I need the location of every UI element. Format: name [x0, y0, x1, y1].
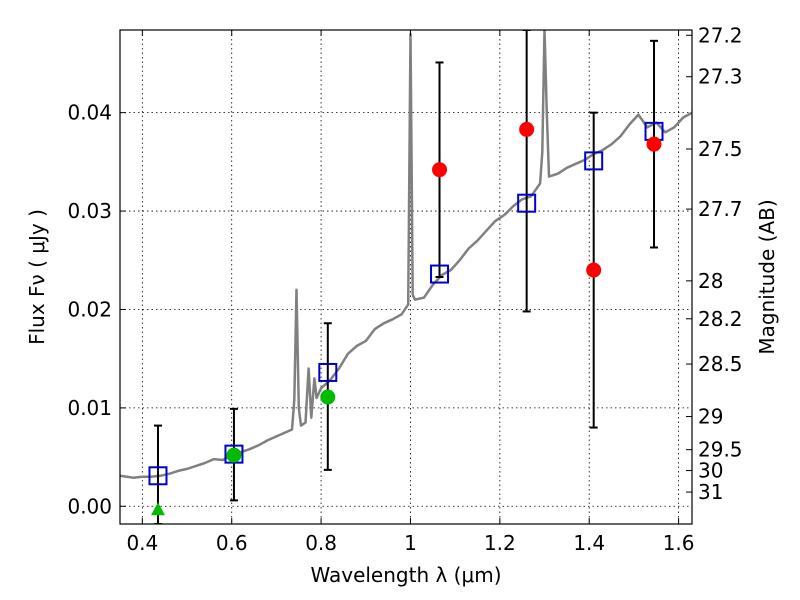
y-tick-label: 0.00 — [67, 494, 112, 518]
plot-frame — [119, 29, 693, 525]
observed-circle-marker — [646, 136, 662, 152]
x-axis-label: Wavelength λ (μm) — [310, 563, 501, 587]
model-square-marker — [430, 264, 450, 284]
x-tick-label: 1.2 — [484, 531, 516, 555]
model-square-marker — [584, 151, 604, 171]
model-square-marker — [318, 362, 338, 382]
observed-triangle-marker — [150, 502, 165, 516]
model-square-marker — [148, 466, 168, 486]
mag-tick-label: 31 — [698, 480, 723, 504]
observed-circle-marker — [586, 262, 602, 278]
observed-circle-marker — [226, 447, 242, 463]
x-tick-label: 0.6 — [216, 531, 248, 555]
y-tick-label: 0.01 — [67, 396, 112, 420]
y-axis-label: Flux Fν ( μJy ) — [25, 209, 49, 345]
mag-tick-label: 30 — [698, 459, 723, 483]
y-tick-label: 0.04 — [67, 101, 112, 125]
observed-circle-marker — [432, 162, 448, 178]
mag-tick-label: 27.2 — [698, 23, 743, 47]
x-tick-label: 1.6 — [663, 531, 695, 555]
x-tick-label: 0.4 — [126, 531, 158, 555]
x-tick-label: 0.8 — [305, 531, 337, 555]
data-markers — [148, 121, 664, 516]
y-tick-label: 0.03 — [67, 199, 112, 223]
mag-tick-label: 28.2 — [698, 307, 743, 331]
x-tick-labels: 0.4 0.6 0.8 1 1.2 1.4 1.6 — [126, 531, 694, 555]
y-tick-label: 0.02 — [67, 297, 112, 321]
x-tick-label: 1 — [404, 531, 417, 555]
y-tick-labels: 0.00 0.01 0.02 0.03 0.04 — [67, 101, 112, 519]
mag-tick-label: 28 — [698, 269, 723, 293]
axis-ticks — [120, 30, 692, 524]
mag-tick-label: 29 — [698, 405, 723, 429]
mag-tick-label: 29.5 — [698, 438, 743, 462]
mag-tick-label: 28.5 — [698, 352, 743, 376]
x-tick-label: 1.4 — [573, 531, 605, 555]
mag-tick-label: 27.3 — [698, 65, 743, 89]
observed-circle-marker — [320, 389, 336, 405]
observed-circle-marker — [519, 121, 535, 137]
model-square-marker — [224, 444, 244, 464]
model-square-marker — [517, 193, 537, 213]
mag-tick-label: 27.5 — [698, 137, 743, 161]
right-axis-label: Magnitude (AB) — [755, 199, 779, 354]
mag-tick-label: 27.7 — [698, 197, 743, 221]
